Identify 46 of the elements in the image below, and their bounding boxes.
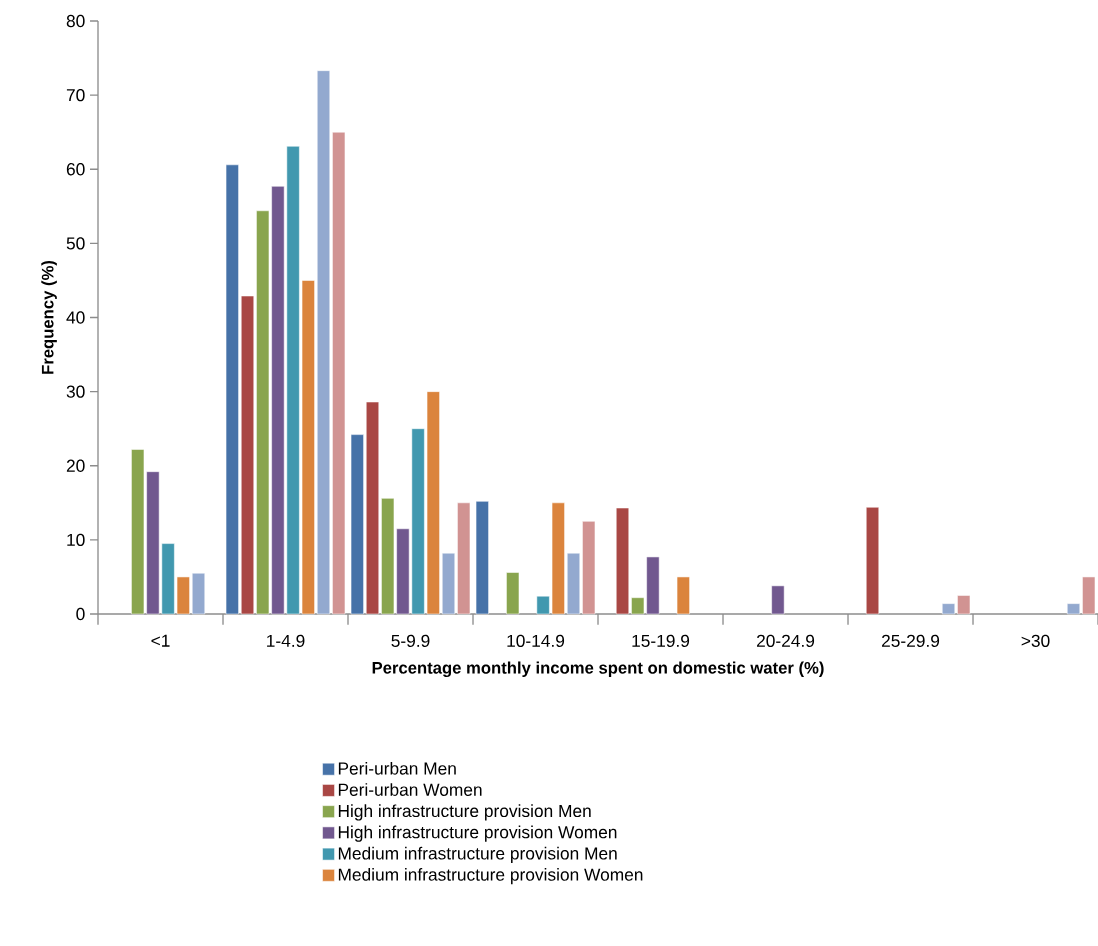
y-tick-label: 0 <box>76 607 85 621</box>
legend-label: Peri-urban Men <box>338 761 456 775</box>
bar <box>941 603 956 615</box>
bar <box>475 501 489 615</box>
y-tick-label: 30 <box>66 385 85 398</box>
legend-label: Medium infrastructure provision Women <box>338 868 643 885</box>
bar <box>332 131 346 615</box>
x-axis-title: Percentage monthly income spent on domestic water (%) <box>372 661 824 678</box>
bar <box>506 572 520 615</box>
bar <box>225 164 239 615</box>
bar <box>676 576 690 615</box>
bar <box>316 70 331 615</box>
bar <box>771 585 785 615</box>
bar <box>566 552 581 615</box>
bar <box>957 595 971 615</box>
x-tick-label: 25-29.9 <box>882 634 940 647</box>
bar <box>615 507 630 615</box>
x-tick-label: 5-9.9 <box>391 634 430 647</box>
x-tick-label: 20-24.9 <box>757 634 815 647</box>
bar <box>1082 576 1096 615</box>
x-tick-label: 10-14.9 <box>507 634 565 647</box>
bar <box>457 502 471 615</box>
y-tick-label: 40 <box>66 311 85 324</box>
bar <box>865 506 880 615</box>
bar <box>582 521 596 615</box>
legend-label: Medium infrastructure provision Men <box>338 846 617 863</box>
x-tick-label: >30 <box>1021 634 1050 647</box>
x-tick-label: 15-19.9 <box>632 634 690 647</box>
legend-label: High infrastructure provision Men <box>338 804 591 821</box>
legend-label: Peri-urban Women <box>338 783 482 796</box>
y-tick-label: 70 <box>66 88 85 102</box>
y-tick-label: 50 <box>66 237 85 250</box>
y-tick-label: 60 <box>66 163 85 176</box>
bar <box>240 295 255 615</box>
bar <box>1066 603 1081 615</box>
bar <box>191 572 206 615</box>
y-tick-label: 80 <box>66 14 85 28</box>
bar <box>441 552 456 615</box>
y-axis-title: Frequency (%) <box>41 260 57 374</box>
x-tick-label: <1 <box>151 634 170 647</box>
legend-label: High infrastructure provision Women <box>338 825 617 842</box>
bar <box>350 434 364 615</box>
bar <box>365 401 380 615</box>
x-tick-label: 1-4.9 <box>267 634 305 647</box>
y-tick-label: 10 <box>67 533 85 547</box>
y-tick-label: 20 <box>66 459 85 472</box>
